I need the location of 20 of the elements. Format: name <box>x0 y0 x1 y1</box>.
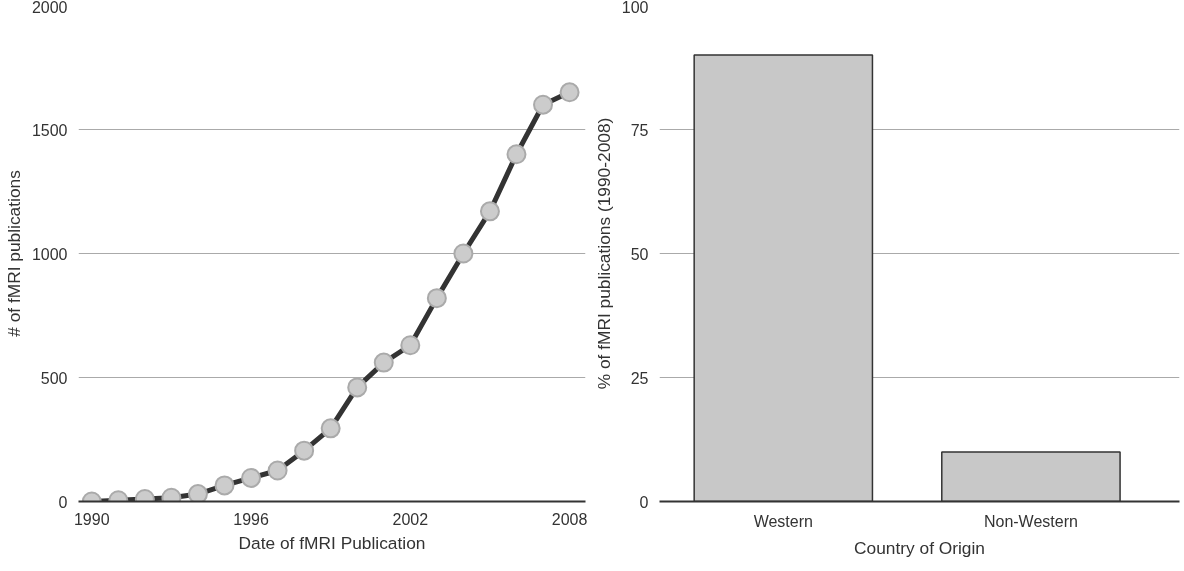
x-tick-label: 1996 <box>233 510 269 528</box>
x-tick-label: 1990 <box>73 510 110 528</box>
x-tick-label: 2002 <box>392 510 429 528</box>
y-tick-label: 0 <box>639 493 649 511</box>
y-axis-title: # of fMRI publications <box>3 169 24 337</box>
y-tick-label: 1000 <box>31 245 68 263</box>
y-tick-label: 2000 <box>31 0 68 16</box>
x-tick-label: 2008 <box>551 510 588 528</box>
y-tick-label: 1500 <box>31 121 68 139</box>
y-tick-label: 50 <box>630 245 649 263</box>
y-tick-label: 0 <box>58 493 68 511</box>
x-tick-label: Western <box>753 512 813 530</box>
y-tick-label: 500 <box>40 369 68 387</box>
y-tick-label: 100 <box>621 0 649 16</box>
y-tick-label: 25 <box>630 369 649 387</box>
x-axis-title: Country of Origin <box>854 537 985 558</box>
y-axis-title: % of fMRI publications (1990-2008) <box>593 117 614 390</box>
x-axis-title: Date of fMRI Publication <box>238 532 426 553</box>
x-tick-label: Non-Western <box>983 512 1078 530</box>
y-tick-label: 75 <box>630 121 649 139</box>
